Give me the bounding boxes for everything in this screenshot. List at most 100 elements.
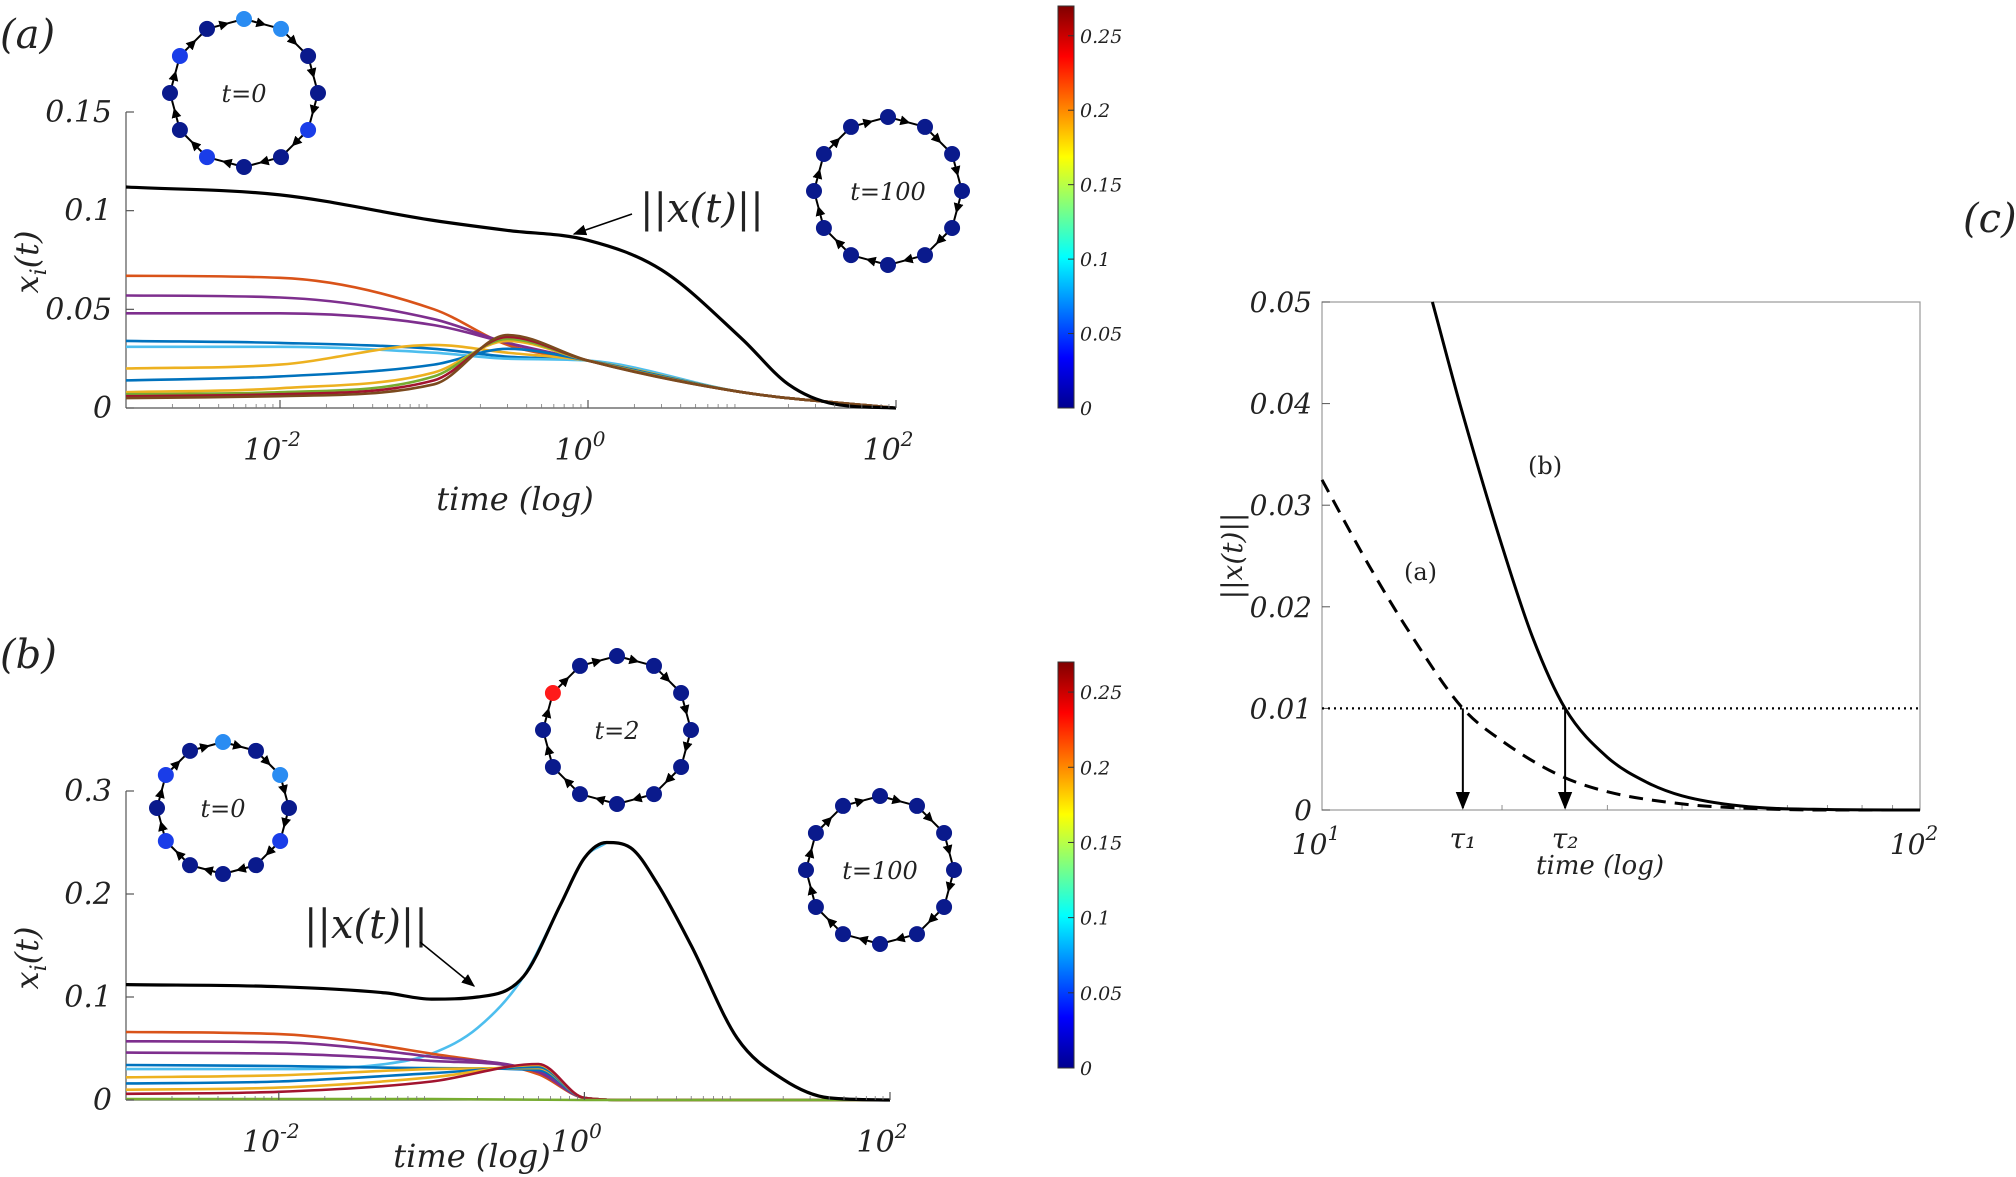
panel-c-ylabel: ||x(t)|| <box>1216 513 1249 600</box>
network-a-t0-node-10 <box>162 85 178 101</box>
panel-c-tau1-label: τ₁ <box>1449 822 1476 855</box>
network-a-t100-node-8 <box>843 247 859 264</box>
network-b-t100: t=100 <box>798 788 962 952</box>
panel-a-series <box>125 274 897 410</box>
colorbar-a-gradient <box>1057 5 1075 409</box>
network-a-t100-node-12 <box>843 118 859 135</box>
network-b-t2-node-8 <box>572 786 588 803</box>
panel-b: 0 0.1 0.2 0.3 10-2 100 102 time (log) xi(t) ||… <box>8 648 962 1175</box>
network-a-t100-node-6 <box>917 247 933 264</box>
network-b-t2-node-9 <box>544 759 561 775</box>
panel-b-series-7 <box>125 1065 890 1102</box>
network-a-t100-node-5 <box>944 220 961 236</box>
panel-c-frame <box>1321 301 1921 811</box>
panel-c-ticks: 0 0.01 0.02 0.03 0.04 0.05 101 102 <box>1250 286 1939 861</box>
network-b-t100-node-4 <box>946 862 962 878</box>
panel-c-xtick-1: 101 <box>1292 821 1340 861</box>
panel-c-xtick-2: 102 <box>1890 821 1938 861</box>
network-b-t100-node-3 <box>936 825 953 841</box>
colorbar-b-ticks: 0 0.05 0.1 0.15 0.2 0.25 <box>1068 682 1122 1080</box>
panel-c: 0 0.01 0.02 0.03 0.04 0.05 101 102 τ₁ τ₂ (b) (a… <box>1216 286 1938 881</box>
panel-c-curve-a-label: (a) <box>1404 558 1437 586</box>
network-a-t0-node-4 <box>310 85 326 101</box>
network-b-t2-node-12 <box>572 657 588 674</box>
network-a-t0-node-12 <box>199 20 215 37</box>
network-a-t100-node-11 <box>815 146 832 162</box>
panel-b-series-3 <box>125 1040 890 1102</box>
panel-c-ytick-4: 0.03 <box>1250 489 1312 522</box>
network-a-t100-time-label: t=100 <box>850 178 926 206</box>
network-b-t100-node-9 <box>807 899 824 915</box>
panel-c-ytick-5: 0.04 <box>1250 388 1312 421</box>
network-a-t100-node-7 <box>880 257 896 273</box>
network-b-t2-time-label: t=2 <box>594 717 639 745</box>
panel-a-ytick-2: 0.05 <box>45 292 112 327</box>
colorbar-a-tick-4: 0.15 <box>1080 175 1122 197</box>
network-a-t100-node-2 <box>917 118 933 135</box>
panel-a-series-11 <box>125 333 897 410</box>
panel-b-xtick-2: 100 <box>551 1119 602 1160</box>
colorbar-a-tick-5: 0.2 <box>1080 100 1110 122</box>
network-b-t2-node-1 <box>609 648 625 664</box>
network-b-t100-node-1 <box>872 788 888 804</box>
network-b-t0-node-8 <box>182 857 198 874</box>
panel-b-norm-curve <box>125 840 891 1102</box>
network-b-t100-node-2 <box>909 797 925 814</box>
colorbar-b: 0 0.05 0.1 0.15 0.2 0.25 <box>1057 661 1122 1080</box>
network-a-t0-node-1 <box>236 11 252 27</box>
panel-a-ytick-1: 0 <box>93 391 112 426</box>
panel-b-xtick-1: 10-2 <box>242 1119 300 1160</box>
network-b-t100-node-12 <box>835 797 851 814</box>
network-a-t0: t=0 <box>162 11 326 175</box>
network-b-t0-node-1 <box>215 734 231 750</box>
panel-c-curve-b <box>1430 301 1921 812</box>
panel-c-ytick-6: 0.05 <box>1250 286 1312 319</box>
network-a-t0-node-7 <box>236 159 252 175</box>
panel-a-ytick-4: 0.15 <box>45 95 112 130</box>
panel-a-norm-label: ||x(t)|| <box>640 186 764 232</box>
network-a-t100-node-10 <box>806 183 822 199</box>
colorbar-b-tick-5: 0.2 <box>1080 757 1110 779</box>
network-b-t2-node-11 <box>544 685 561 701</box>
panel-b-ytick-1: 0 <box>93 1083 112 1118</box>
network-a-t100-node-1 <box>880 109 896 125</box>
network-b-t2-node-10 <box>535 722 551 738</box>
network-b-t0-node-12 <box>182 742 198 759</box>
network-b-t2-node-3 <box>673 685 690 701</box>
network-a-t0-time-label: t=0 <box>221 80 266 108</box>
network-a-t100-node-4 <box>954 183 970 199</box>
network-a-t0-node-6 <box>273 149 289 166</box>
colorbar-a-ticks: 0 0.05 0.1 0.15 0.2 0.25 <box>1068 26 1122 420</box>
panel-a-tag: (a) <box>0 12 55 58</box>
network-b-t0-node-2 <box>248 742 264 759</box>
panel-b-ytick-2: 0.1 <box>64 980 112 1015</box>
network-a-t0-node-2 <box>273 20 289 37</box>
network-a-t0-node-3 <box>300 48 317 64</box>
panel-a-xlabel: time (log) <box>436 480 594 518</box>
network-a-t100: t=100 <box>806 109 970 273</box>
panel-b-norm-arrow <box>419 941 476 987</box>
panel-b-norm-label: ||x(t)|| <box>304 902 428 948</box>
network-b-t0-node-9 <box>157 833 174 849</box>
panel-c-ytick-3: 0.02 <box>1250 591 1312 624</box>
panel-b-series-10 <box>126 1097 890 1102</box>
panel-a-ylabel: xi(t) <box>8 231 52 294</box>
network-b-t100-time-label: t=100 <box>842 857 918 885</box>
colorbar-a-tick-2: 0.05 <box>1080 324 1122 346</box>
colorbar-b-tick-4: 0.15 <box>1080 832 1122 854</box>
panel-c-ytick-2: 0.01 <box>1250 692 1312 725</box>
network-b-t2-node-7 <box>609 796 625 812</box>
network-b-t2-node-5 <box>673 759 690 775</box>
panel-c-tag: (c) <box>1963 196 2016 242</box>
network-b-t2-node-6 <box>646 786 662 803</box>
panel-a-xtick-3: 102 <box>863 427 914 468</box>
colorbar-b-tick-3: 0.1 <box>1080 908 1110 930</box>
colorbar-a-tick-1: 0 <box>1080 398 1092 420</box>
panel-b-ylabel: xi(t) <box>8 927 52 990</box>
network-b-t0-node-10 <box>149 800 165 816</box>
network-b-t2-node-4 <box>683 722 699 738</box>
network-a-t100-node-9 <box>815 220 832 236</box>
colorbar-b-gradient <box>1057 661 1075 1069</box>
network-b-t0-node-6 <box>248 857 264 874</box>
